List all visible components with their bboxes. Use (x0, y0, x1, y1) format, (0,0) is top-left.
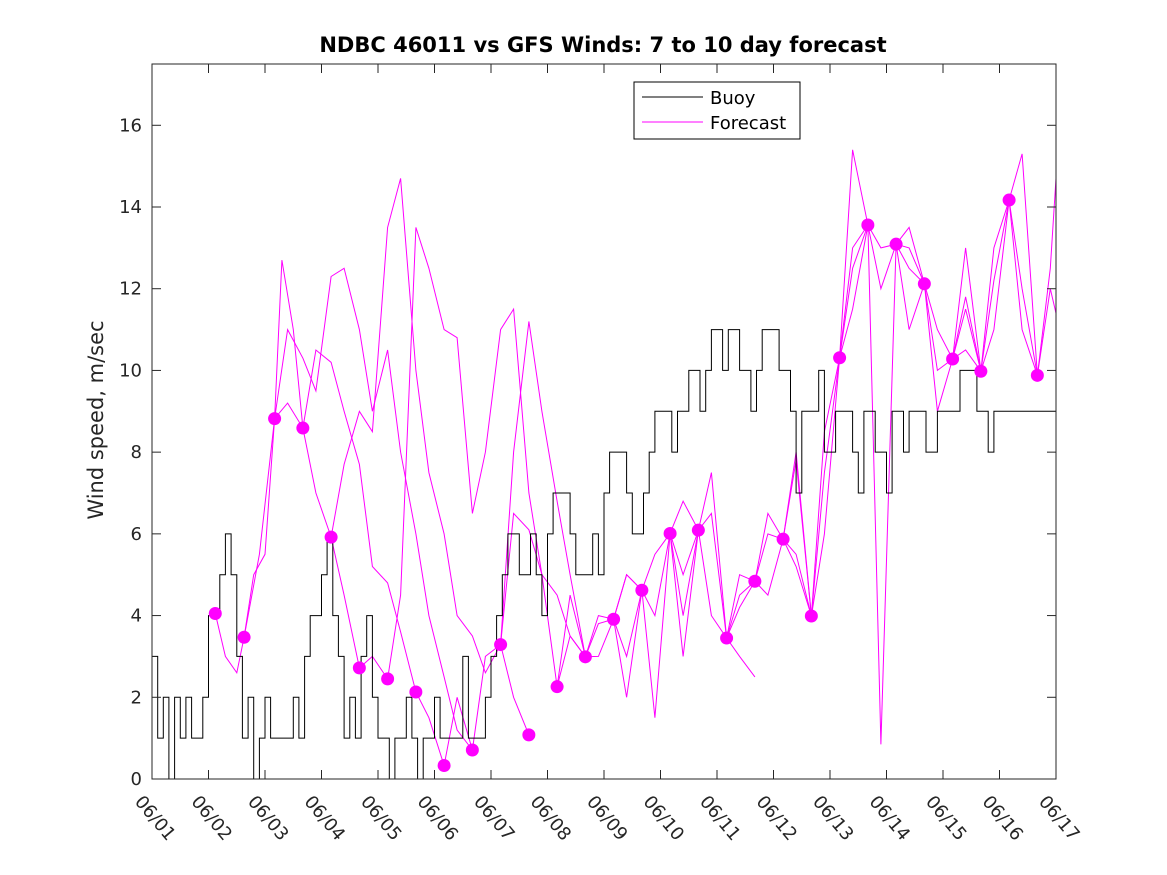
y-tick-label: 8 (131, 442, 142, 463)
forecast-point-30 (1030, 368, 1044, 382)
forecast-point-9 (437, 759, 451, 773)
forecast-point-26 (917, 277, 931, 291)
forecast-point-16 (635, 583, 649, 597)
forecast-point-22 (804, 609, 818, 623)
forecast-point-19 (720, 631, 734, 645)
forecast-point-12 (522, 728, 536, 742)
forecast-trace-13 (839, 153, 1038, 745)
forecast-trace-4 (330, 178, 530, 736)
forecast-trace-7 (500, 512, 699, 698)
forecast-point-28 (974, 364, 988, 378)
forecast-trace-1 (214, 402, 389, 680)
chart-title: NDBC 46011 vs GFS Winds: 7 to 10 day for… (319, 33, 886, 57)
forecast-point-24 (861, 218, 875, 232)
forecast-trace-10 (669, 224, 869, 639)
forecast-point-10 (465, 743, 479, 757)
y-axis-label: Wind speed, m/sec (84, 320, 108, 519)
forecast-point-18 (691, 523, 705, 537)
y-tick-label: 14 (119, 197, 142, 218)
y-tick-label: 12 (119, 279, 142, 300)
forecast-point-25 (889, 237, 903, 251)
legend-buoy-label: Buoy (710, 88, 756, 109)
forecast-point-14 (578, 650, 592, 664)
forecast-point-7 (381, 672, 395, 686)
y-tick-label: 2 (131, 687, 142, 708)
forecast-trace-3 (274, 267, 473, 751)
data-layer (152, 149, 1056, 779)
y-tick-label: 16 (119, 115, 142, 136)
forecast-point-29 (1002, 193, 1016, 207)
forecast-point-5 (324, 530, 338, 544)
forecast-point-23 (833, 351, 847, 365)
forecast-trace-9 (613, 512, 812, 659)
forecast-point-20 (748, 574, 762, 588)
legend-forecast-label: Forecast (710, 113, 786, 134)
y-tick-label: 0 (131, 769, 142, 790)
forecast-point-6 (352, 661, 366, 675)
forecast-trace-12 (782, 223, 982, 617)
legend-box (633, 81, 801, 140)
forecast-point-3 (268, 412, 282, 426)
y-tick-label: 4 (131, 606, 142, 627)
forecast-point-11 (494, 638, 508, 652)
y-tick-label: 6 (131, 524, 142, 545)
forecast-point-21 (776, 532, 790, 546)
forecast-point-13 (550, 680, 564, 694)
forecast-point-27 (946, 352, 960, 366)
forecast-trace-2 (243, 260, 445, 766)
buoy-line (152, 329, 1056, 779)
y-tick-label: 10 (119, 360, 142, 381)
forecast-point-2 (237, 630, 251, 644)
forecast-point-15 (607, 612, 621, 626)
legend: Buoy Forecast (633, 81, 801, 140)
forecast-point-8 (409, 685, 423, 699)
forecast-point-1 (208, 607, 222, 621)
forecast-trace-5 (387, 227, 586, 687)
forecast-point-17 (663, 526, 677, 540)
forecast-point-4 (296, 421, 310, 435)
